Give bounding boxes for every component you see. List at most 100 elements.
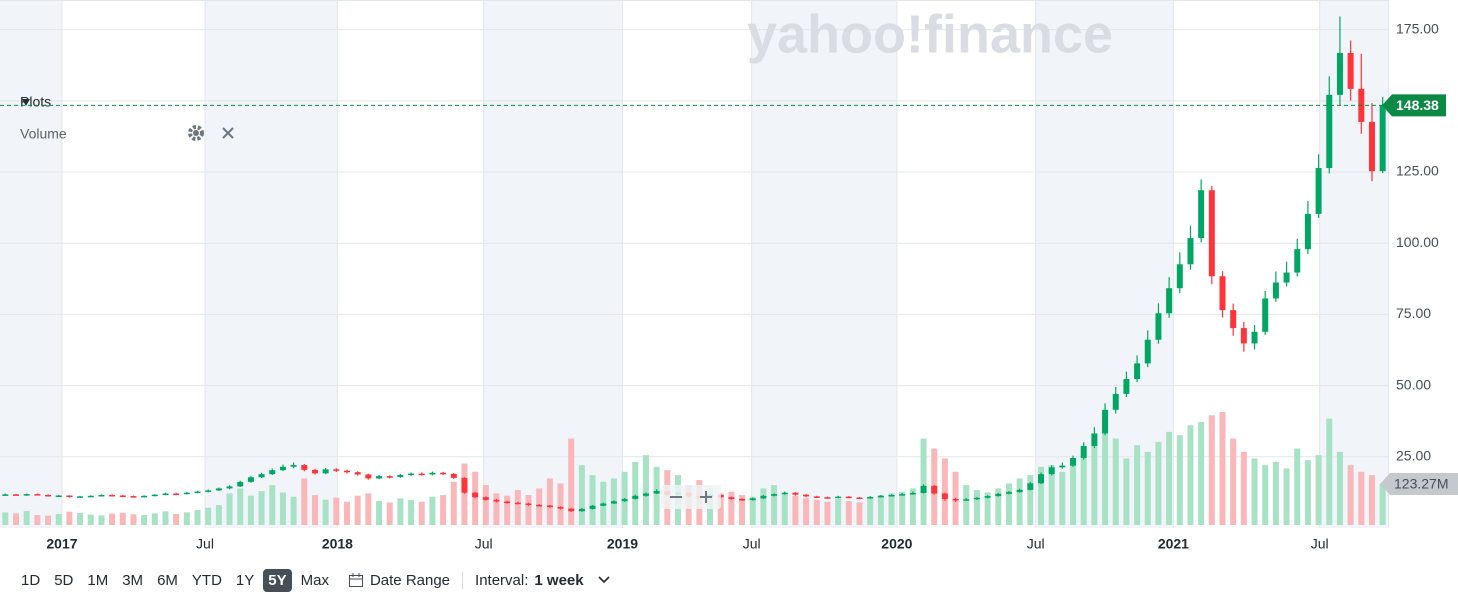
- candle-body: [952, 498, 959, 501]
- volume-bar: [1358, 471, 1365, 525]
- volume-bar: [1102, 415, 1109, 525]
- collapse-icon[interactable]: [22, 99, 30, 106]
- candle-body: [450, 473, 457, 478]
- volume-bar: [984, 492, 991, 525]
- remove-icon[interactable]: [222, 127, 234, 139]
- volume-bar: [2, 512, 9, 525]
- volume-bar: [845, 501, 852, 525]
- range-button[interactable]: YTD: [191, 571, 222, 589]
- range-button[interactable]: 6M: [157, 571, 178, 589]
- volume-bar: [888, 493, 895, 525]
- volume-bar: [514, 490, 521, 525]
- volume-bar: [1219, 411, 1226, 525]
- interval[interactable]: Interval: 1 week: [475, 572, 614, 589]
- volume-bar: [717, 493, 724, 525]
- volume-bar: [1059, 471, 1066, 525]
- range-button[interactable]: Max: [300, 571, 329, 589]
- candle-body: [215, 488, 222, 491]
- volume-bar: [1368, 475, 1375, 525]
- volume-bar: [429, 496, 436, 525]
- volume-bar: [162, 511, 169, 525]
- candle-body: [504, 501, 511, 504]
- candle-body: [888, 494, 895, 497]
- volume-bar: [141, 515, 148, 525]
- candle-body: [408, 473, 415, 476]
- candle-body: [183, 492, 190, 495]
- candle-body: [1027, 483, 1034, 490]
- candle-body: [386, 476, 393, 478]
- volume-bar: [290, 496, 297, 525]
- volume-bar: [1070, 461, 1077, 525]
- x-tick-label: Jul: [196, 536, 214, 552]
- volume-bar: [824, 501, 831, 525]
- candle-body: [792, 492, 799, 495]
- candle-body: [205, 490, 212, 492]
- candle-body: [514, 502, 521, 505]
- volume-bar: [461, 463, 468, 525]
- candle-body: [1251, 331, 1258, 344]
- x-tick-label: 2019: [607, 536, 638, 552]
- range-button[interactable]: 1D: [21, 571, 41, 589]
- candle-body: [344, 470, 350, 473]
- candle-body: [472, 492, 479, 498]
- volume-bar: [877, 495, 884, 525]
- candle-body: [1176, 264, 1183, 289]
- range-button[interactable]: 5D: [54, 571, 74, 589]
- candle-body: [1272, 282, 1279, 299]
- volume-bar: [1134, 445, 1141, 525]
- candle-body: [771, 494, 778, 496]
- range-button[interactable]: 3M: [122, 571, 144, 589]
- volume-bar: [568, 438, 575, 525]
- range-button[interactable]: 5Y: [263, 568, 292, 592]
- candle-body: [226, 486, 233, 489]
- candle-body: [1134, 363, 1141, 380]
- candle-body: [984, 496, 991, 498]
- volume-bar: [1240, 451, 1247, 525]
- candle-body: [525, 503, 532, 506]
- volume-bar: [45, 515, 52, 525]
- x-tick-label: 2020: [881, 536, 912, 552]
- volume-bar: [301, 478, 308, 525]
- x-tick-label: 2021: [1158, 536, 1189, 552]
- candle-body: [45, 494, 52, 497]
- volume-bar: [1315, 455, 1322, 525]
- volume-bar: [546, 478, 553, 525]
- date-range[interactable]: Date Range: [348, 571, 464, 589]
- zoom-controls: [661, 485, 721, 509]
- candle-body: [781, 492, 788, 495]
- candle-body: [461, 477, 468, 493]
- watermark: yahoo!finance: [747, 4, 1113, 64]
- volume-bar: [258, 491, 265, 525]
- candle-body: [877, 495, 884, 498]
- volume-bar: [589, 475, 596, 525]
- candle-body: [995, 493, 1002, 497]
- candle-body: [66, 495, 73, 498]
- last-volume-label: 123.27M: [1394, 476, 1448, 492]
- volume-bar: [642, 455, 649, 525]
- range-button[interactable]: 1M: [87, 571, 109, 589]
- candle-body: [130, 496, 137, 498]
- volume-bar: [1038, 466, 1044, 525]
- candle-body: [482, 497, 489, 500]
- volume-bar: [835, 499, 842, 525]
- candle-body: [963, 499, 970, 501]
- candle-body: [1070, 457, 1077, 466]
- volume-bar: [856, 502, 863, 525]
- zoom-in[interactable]: [700, 491, 712, 503]
- settings-icon[interactable]: [188, 125, 204, 141]
- volume-bar: [1123, 458, 1130, 525]
- volume-bar: [632, 461, 639, 525]
- volume-bar: [1283, 468, 1290, 525]
- band: [204, 0, 338, 528]
- candle-body: [1304, 213, 1311, 250]
- candle-body: [909, 492, 916, 495]
- range-button[interactable]: 1Y: [235, 571, 255, 589]
- candle-body: [835, 496, 842, 499]
- plot-item: Volume: [20, 126, 67, 142]
- volume-bar: [1091, 445, 1098, 525]
- x-tick-label: 2017: [46, 536, 77, 552]
- volume-bar: [1155, 441, 1162, 525]
- y-tick-label: 25.00: [1396, 448, 1431, 464]
- volume-bar: [504, 495, 511, 525]
- y-tick-label: 100.00: [1396, 234, 1439, 250]
